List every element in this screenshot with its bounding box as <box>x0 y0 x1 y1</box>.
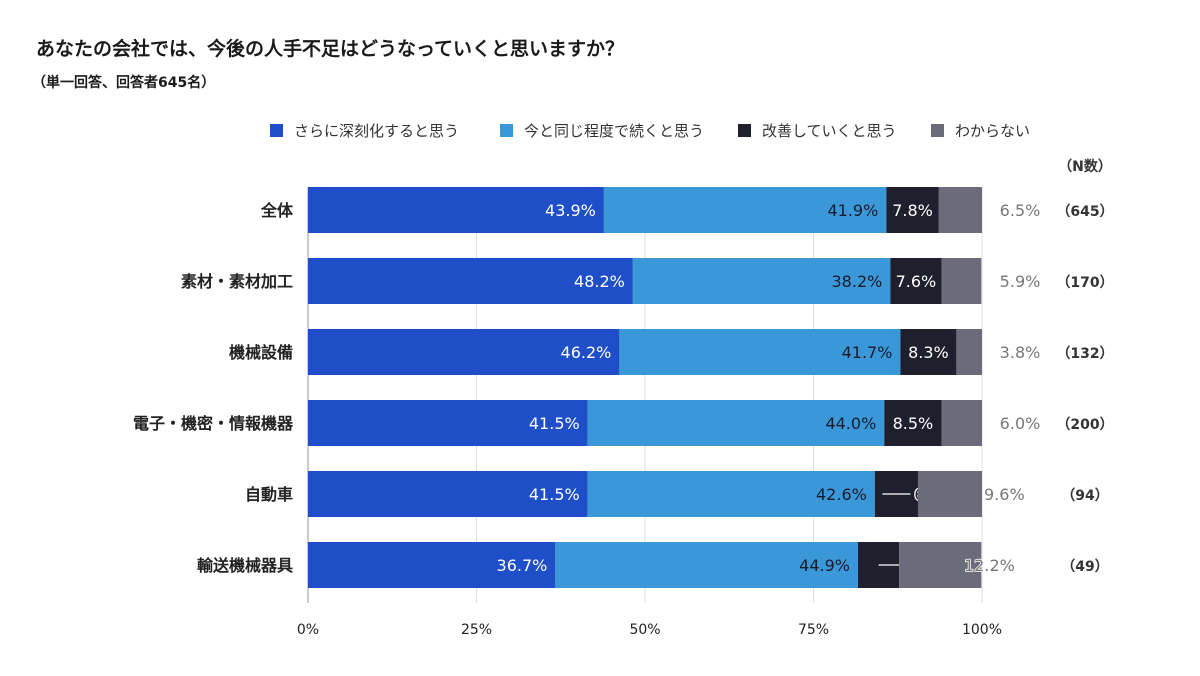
chart-title: あなたの会社では、今後の人手不足はどうなっていくと思いますか？ <box>36 38 625 60</box>
bar-segment <box>884 400 942 446</box>
data-label: 48.2% <box>574 272 625 291</box>
bar-segment <box>900 329 957 375</box>
x-tick-label: 75% <box>798 622 829 638</box>
legend-label: さらに深刻化すると思う <box>294 122 459 140</box>
data-label: 6.5% <box>1000 201 1041 220</box>
n-header: （N数） <box>1058 158 1112 175</box>
data-label: 12.2% <box>964 556 1015 575</box>
bar-segment <box>308 187 604 233</box>
data-label: 7.6% <box>896 272 937 291</box>
category-label: 電子・機密・情報機器 <box>133 414 294 433</box>
category-label: 自動車 <box>245 485 293 504</box>
n-value: （170） <box>1056 275 1113 291</box>
category-label: 全体 <box>260 201 294 220</box>
data-label: 5.9% <box>1000 272 1041 291</box>
bar-segment <box>899 542 982 588</box>
legend-label: 今と同じ程度で続くと思う <box>524 122 704 140</box>
data-label: 46.2% <box>561 343 612 362</box>
legend-swatch <box>270 124 283 137</box>
data-label: 42.6% <box>816 485 867 504</box>
data-label: 8.3% <box>908 343 949 362</box>
bar-segment <box>619 329 901 375</box>
data-label: 44.0% <box>825 414 876 433</box>
data-label: 9.6% <box>984 485 1025 504</box>
legend-swatch <box>500 124 513 137</box>
category-label: 輸送機械器具 <box>197 556 293 575</box>
bar-segment <box>917 471 982 517</box>
data-label: 44.9% <box>799 556 850 575</box>
x-tick-label: 25% <box>461 622 492 638</box>
bar-segment <box>941 400 982 446</box>
bar-segment <box>308 258 633 304</box>
bar-segment <box>308 471 588 517</box>
n-value: （200） <box>1056 417 1113 433</box>
n-value: （94） <box>1061 488 1108 504</box>
bar-segment <box>938 187 982 233</box>
legend-swatch <box>931 124 944 137</box>
legend-label: わからない <box>955 122 1030 140</box>
bar-segment <box>941 258 982 304</box>
data-label: 43.9% <box>545 201 596 220</box>
bar-segment <box>308 542 556 588</box>
bar-segment <box>308 400 588 446</box>
n-value: （645） <box>1056 204 1113 220</box>
data-label: 6.0% <box>1000 414 1041 433</box>
n-value: （132） <box>1056 346 1113 362</box>
bar-segment <box>890 258 942 304</box>
data-label: 41.9% <box>827 201 878 220</box>
bar-segment <box>603 187 887 233</box>
category-label: 機械設備 <box>229 343 293 362</box>
data-label: 41.7% <box>842 343 893 362</box>
bar-segment <box>308 329 620 375</box>
n-value: （49） <box>1061 559 1108 575</box>
bar-segment <box>956 329 982 375</box>
bar-segment <box>555 542 858 588</box>
category-label: 素材・素材加工 <box>181 272 293 291</box>
data-label: 41.5% <box>529 485 580 504</box>
data-label: 7.8% <box>892 201 933 220</box>
data-label: 38.2% <box>832 272 883 291</box>
data-label: 3.8% <box>1000 343 1041 362</box>
legend-label: 改善していくと思う <box>762 122 897 140</box>
data-label: 41.5% <box>529 414 580 433</box>
x-tick-label: 0% <box>297 622 319 638</box>
x-tick-label: 100% <box>962 622 1002 638</box>
bar-segment <box>587 400 885 446</box>
data-label: 36.7% <box>497 556 548 575</box>
bar-segment <box>587 471 875 517</box>
chart-subtitle: （単一回答、回答者645名） <box>32 75 216 91</box>
legend-swatch <box>738 124 751 137</box>
data-label: 8.5% <box>893 414 934 433</box>
bar-segment <box>632 258 891 304</box>
bar-segment <box>886 187 939 233</box>
x-tick-label: 50% <box>629 622 660 638</box>
